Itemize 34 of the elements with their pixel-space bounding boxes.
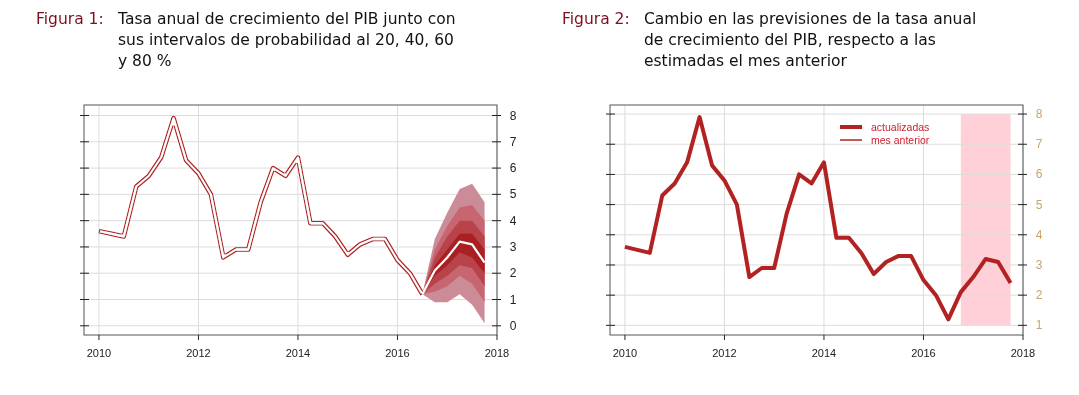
y-tick-label: 2: [1035, 288, 1043, 303]
y-tick-label: 7: [509, 134, 517, 149]
y-tick-label: 1: [509, 292, 517, 307]
y-tick-label: 3: [509, 239, 517, 254]
y-tick-label: 5: [509, 187, 517, 202]
y-tick-label: 6: [509, 161, 517, 176]
line-series: [622, 115, 1013, 322]
x-tick-label: 2016: [385, 347, 410, 359]
chart-title: Figura 1: Tasa anual de crecimiento del PIB junto con sus intervalos de probabilidad al 20, 40, 60 y 80 %: [36, 10, 456, 70]
y-tick-label: 2: [509, 266, 517, 281]
x-tick-label: 2014: [285, 347, 311, 359]
y-tick-label: 8: [509, 108, 517, 123]
y-tick-label: 4: [1035, 227, 1043, 242]
y-tick-label: 7: [1035, 137, 1043, 152]
y-tick-label: 3: [1035, 257, 1043, 272]
x-tick-label: 2012: [186, 347, 211, 359]
x-tick-label: 2014: [811, 347, 837, 359]
line-series: [421, 240, 486, 296]
x-tick-label: 2016: [911, 347, 936, 359]
x-tick-label: 2012: [712, 347, 737, 359]
x-tick-label: 2018: [1010, 347, 1036, 359]
legend-label: actualizadas: [871, 121, 930, 133]
x-tick-label: 2018: [484, 347, 510, 359]
y-tick-label: 4: [509, 213, 517, 228]
x-tick-label: 2010: [86, 347, 112, 359]
y-tick-label: 0: [509, 318, 517, 333]
x-tick-label: 2010: [612, 347, 638, 359]
chart-title: Figura 2: Cambio en las previsiones de la tasa anual de crecimiento del PIB, respecto a las estimadas el mes anterior: [562, 10, 977, 70]
y-tick-label: 6: [1035, 167, 1043, 182]
y-tick-label: 5: [1035, 197, 1043, 212]
legend-label: mes anterior: [871, 134, 930, 146]
y-tick-label: 1: [1035, 318, 1043, 333]
line-series: [96, 115, 425, 297]
y-tick-label: 8: [1035, 107, 1043, 122]
